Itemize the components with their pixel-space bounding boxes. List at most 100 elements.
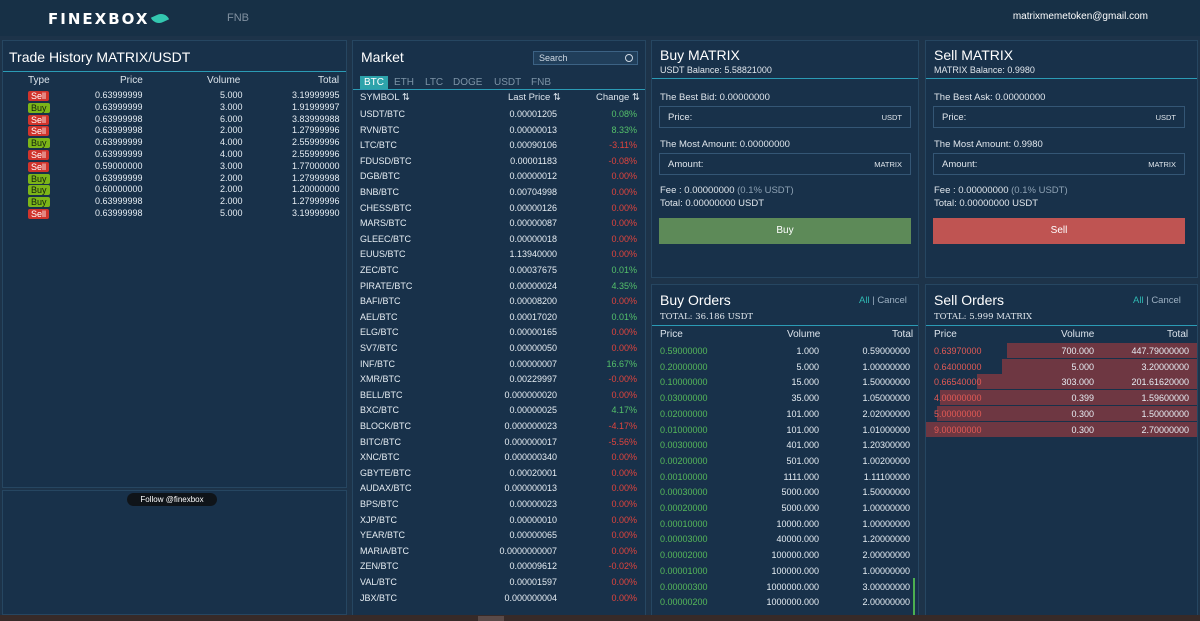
market-row[interactable]: AUDAX/BTC 0.000000013 0.00% xyxy=(353,480,645,496)
sell-price-input[interactable]: Price: USDT xyxy=(933,106,1185,128)
sell-order-row[interactable]: 5.00000000 0.300 1.50000000 xyxy=(926,405,1197,422)
sell-depth-bar xyxy=(1002,358,1197,374)
tab-eth[interactable]: ETH xyxy=(394,77,414,88)
buy-orders-all-link[interactable]: All xyxy=(859,295,870,306)
sell-order-row[interactable]: 4.00000000 0.399 1.59600000 xyxy=(926,390,1197,406)
buy-order-row[interactable]: 0.00200000 501.000 1.00200000 xyxy=(652,453,918,469)
sell-amount-input[interactable]: Amount: MATRIX xyxy=(933,153,1185,175)
tab-doge[interactable]: DOGE xyxy=(453,77,483,88)
buy-orders-panel xyxy=(651,284,919,616)
buy-order-total: 1.00000000 xyxy=(862,361,910,372)
buy-order-row[interactable]: 0.00020000 5000.000 1.00000000 xyxy=(652,500,918,516)
buy-order-row[interactable]: 0.02000000 101.000 2.02000000 xyxy=(652,406,918,422)
buy-order-row[interactable]: 0.10000000 15.000 1.50000000 xyxy=(652,374,918,390)
market-row[interactable]: MARIA/BTC 0.0000000007 0.00% xyxy=(353,543,645,559)
market-row[interactable]: LTC/BTC 0.00090106 -3.11% xyxy=(353,137,645,153)
market-row[interactable]: PIRATE/BTC 0.00000024 4.35% xyxy=(353,278,645,294)
market-row[interactable]: XNC/BTC 0.000000340 0.00% xyxy=(353,449,645,465)
buy-order-row[interactable]: 0.03000000 35.000 1.05000000 xyxy=(652,390,918,406)
market-row[interactable]: SV7/BTC 0.00000050 0.00% xyxy=(353,340,645,356)
market-row[interactable]: RVN/BTC 0.00000013 8.33% xyxy=(353,122,645,138)
market-row[interactable]: BITC/BTC 0.000000017 -5.56% xyxy=(353,434,645,450)
buy-orders-cancel-link[interactable]: Cancel xyxy=(877,295,907,306)
market-row[interactable]: XJP/BTC 0.00000010 0.00% xyxy=(353,512,645,528)
market-row[interactable]: BPS/BTC 0.00000023 0.00% xyxy=(353,496,645,512)
buy-order-row[interactable]: 0.00001000 100000.000 1.00000000 xyxy=(652,563,918,579)
market-row[interactable]: XMR/BTC 0.00229997 -0.00% xyxy=(353,371,645,387)
buy-order-row[interactable]: 0.20000000 5.000 1.00000000 xyxy=(652,359,918,375)
buy-order-total: 1.20300000 xyxy=(862,440,910,451)
sell-most-amount: The Most Amount: 0.9980 xyxy=(934,139,1043,150)
col-volume: Volume xyxy=(207,75,241,86)
nav-item-fnb[interactable]: FNB xyxy=(227,12,249,24)
market-row[interactable]: ZEN/BTC 0.00009612 -0.02% xyxy=(353,558,645,574)
follow-button[interactable]: Follow @finexbox xyxy=(127,493,217,506)
market-row[interactable]: BXC/BTC 0.00000025 4.17% xyxy=(353,402,645,418)
market-row[interactable]: ZEC/BTC 0.00037675 0.01% xyxy=(353,262,645,278)
buy-order-row[interactable]: 0.00003000 40000.000 1.20000000 xyxy=(652,531,918,547)
market-symbol: BNB/BTC xyxy=(360,187,400,197)
market-row[interactable]: FDUSD/BTC 0.00001183 -0.08% xyxy=(353,153,645,169)
market-row[interactable]: MARS/BTC 0.00000087 0.00% xyxy=(353,215,645,231)
market-row[interactable]: JBX/BTC 0.000000004 0.00% xyxy=(353,590,645,606)
market-row[interactable]: USDT/BTC 0.00001205 0.08% xyxy=(353,106,645,122)
market-row[interactable]: GBYTE/BTC 0.00020001 0.00% xyxy=(353,465,645,481)
buy-order-row[interactable]: 0.00010000 10000.000 1.00000000 xyxy=(652,516,918,532)
sell-col-total: Total xyxy=(1167,329,1189,340)
col-symbol[interactable]: SYMBOL ⇅ xyxy=(360,92,410,103)
market-row[interactable]: CHESS/BTC 0.00000126 0.00% xyxy=(353,200,645,216)
trade-row: Buy 0.60000000 2.000 1.20000000 xyxy=(2,183,347,196)
sell-order-row[interactable]: 0.64000000 5.000 3.20000000 xyxy=(926,358,1197,375)
tab-ltc[interactable]: LTC xyxy=(425,77,444,88)
trade-price: 0.63999999 xyxy=(95,90,143,100)
market-row[interactable]: YEAR/BTC 0.00000065 0.00% xyxy=(353,527,645,543)
buy-order-row[interactable]: 0.00002000 100000.000 2.00000000 xyxy=(652,547,918,563)
buy-order-row[interactable]: 0.01000000 101.000 1.01000000 xyxy=(652,422,918,438)
trade-row: Buy 0.63999999 3.000 1.91999997 xyxy=(2,101,347,114)
sell-orders-all-link[interactable]: All xyxy=(1133,295,1144,306)
buy-order-row[interactable]: 0.00100000 1111.000 1.11100000 xyxy=(652,469,918,485)
user-email[interactable]: matrixmemetoken@gmail.com xyxy=(1012,11,1148,22)
market-row[interactable]: EUUS/BTC 1.13940000 0.00% xyxy=(353,246,645,262)
buy-order-price: 0.02000000 xyxy=(660,408,708,419)
finexbox-logo[interactable]: FINEXBOX xyxy=(48,10,170,28)
trade-volume: 5.000 xyxy=(220,90,243,100)
tab-btc[interactable]: BTC xyxy=(360,76,388,89)
sell-order-row[interactable]: 0.63970000 700.000 447.79000000 xyxy=(926,343,1197,359)
market-row[interactable]: BNB/BTC 0.00704998 0.00% xyxy=(353,184,645,200)
buy-order-total: 2.00000000 xyxy=(862,597,910,608)
buy-order-row[interactable]: 0.00000300 1000000.000 3.00000000 xyxy=(652,579,918,595)
buy-order-price: 0.00010000 xyxy=(660,518,708,529)
market-search-input[interactable]: Search xyxy=(533,51,638,65)
sell-button[interactable]: Sell xyxy=(933,218,1185,244)
tab-fnb[interactable]: FNB xyxy=(531,77,551,88)
sell-orders-cancel-link[interactable]: Cancel xyxy=(1151,295,1181,306)
market-row[interactable]: BELL/BTC 0.000000020 0.00% xyxy=(353,387,645,403)
buy-order-row[interactable]: 0.00030000 5000.000 1.50000000 xyxy=(652,484,918,500)
sell-orders-actions: All | Cancel xyxy=(1133,295,1181,306)
scrollbar-thumb[interactable] xyxy=(478,616,504,621)
market-row[interactable]: AEL/BTC 0.00017020 0.01% xyxy=(353,309,645,325)
market-row[interactable]: GLEEC/BTC 0.00000018 0.00% xyxy=(353,231,645,247)
buy-order-volume: 100000.000 xyxy=(771,565,819,576)
sell-order-row[interactable]: 0.66540000 303.000 201.61620000 xyxy=(926,374,1197,390)
buy-order-row[interactable]: 0.00000200 1000000.000 2.00000000 xyxy=(652,594,918,610)
market-row[interactable]: DGB/BTC 0.00000012 0.00% xyxy=(353,168,645,184)
market-divider xyxy=(353,89,645,90)
market-row[interactable]: INF/BTC 0.00000007 16.67% xyxy=(353,356,645,372)
buy-order-row[interactable]: 0.00300000 401.000 1.20300000 xyxy=(652,437,918,453)
col-change[interactable]: Change ⇅ xyxy=(596,92,640,103)
sell-order-row[interactable]: 9.00000000 0.300 2.70000000 xyxy=(926,421,1197,438)
market-row[interactable]: VAL/BTC 0.00001597 0.00% xyxy=(353,574,645,590)
buy-order-row[interactable]: 0.59000000 1.000 0.59000000 xyxy=(652,343,918,359)
col-last-price[interactable]: Last Price ⇅ xyxy=(508,92,561,103)
tab-usdt[interactable]: USDT xyxy=(494,77,522,88)
buy-amount-input[interactable]: Amount: MATRIX xyxy=(659,153,911,175)
market-row[interactable]: BAFI/BTC 0.00008200 0.00% xyxy=(353,293,645,309)
search-icon[interactable] xyxy=(625,54,633,62)
market-row[interactable]: BLOCK/BTC 0.000000023 -4.17% xyxy=(353,418,645,434)
buy-price-input[interactable]: Price: USDT xyxy=(659,106,911,128)
buy-button[interactable]: Buy xyxy=(659,218,911,244)
market-row[interactable]: ELG/BTC 0.00000165 0.00% xyxy=(353,324,645,340)
market-last-price: 0.00000023 xyxy=(509,499,557,509)
